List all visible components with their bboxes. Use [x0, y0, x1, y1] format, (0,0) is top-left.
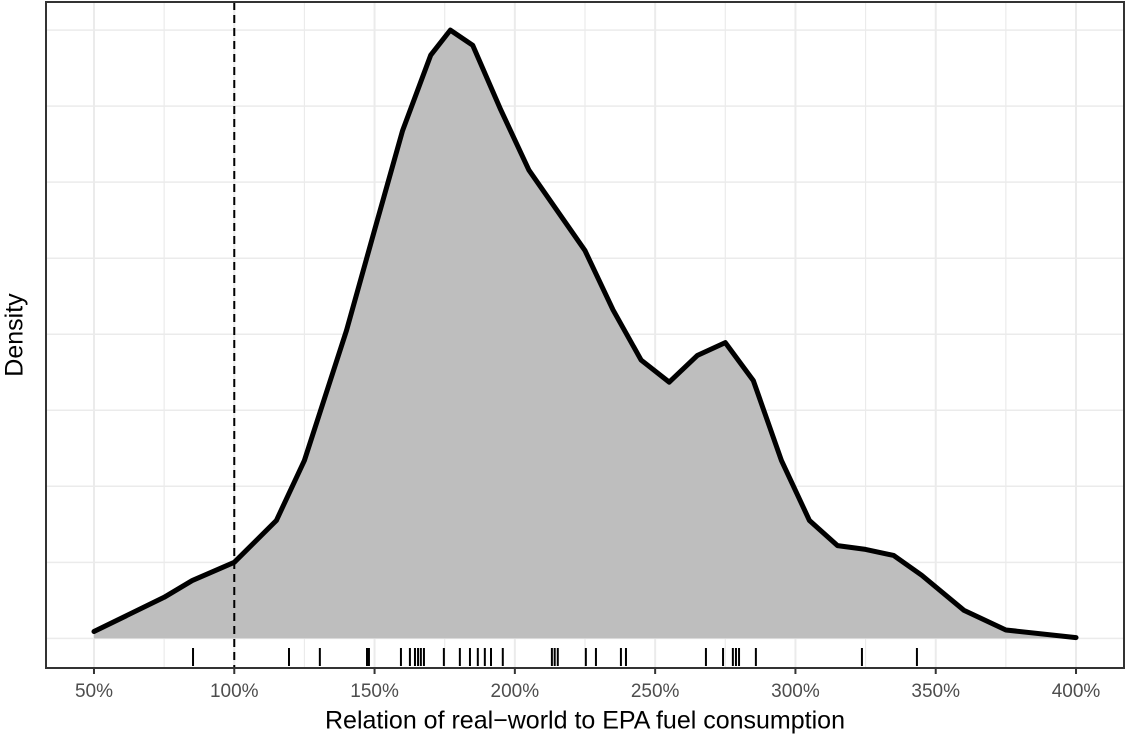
x-tick-label: 50%: [75, 681, 113, 702]
x-tick-label: 150%: [350, 681, 399, 702]
x-tick-label: 300%: [771, 681, 820, 702]
x-axis-label: Relation of real−world to EPA fuel consu…: [325, 707, 845, 735]
x-tick-label: 200%: [491, 681, 540, 702]
x-tick-label: 400%: [1052, 681, 1101, 702]
x-tick-label: 350%: [911, 681, 960, 702]
y-axis-label: Density: [1, 293, 29, 377]
density-line: [91, 27, 1079, 641]
panel-border: [45, 1, 1125, 669]
density-area: [93, 30, 1077, 639]
x-tick-label: 250%: [631, 681, 680, 702]
x-tick-label: 100%: [210, 681, 259, 702]
